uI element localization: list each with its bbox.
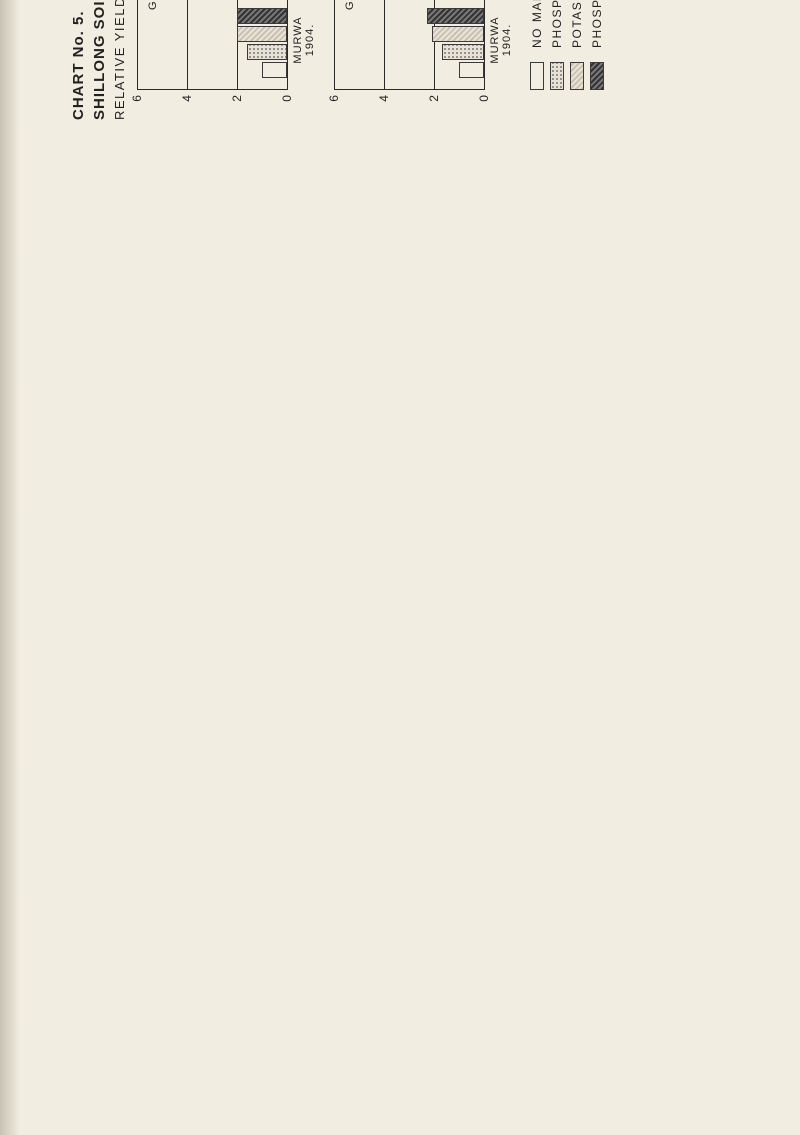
x-category-label: MURWA1904. (489, 0, 513, 85)
bar-pot (237, 26, 287, 42)
figure-sheet: CHART No. 5. SHILLONG SOILS. RELATIVE YI… (70, 0, 604, 120)
legend-swatch (530, 62, 544, 90)
chart-total-crop: 0246G O O D S O I LB A D S O I LMURWA190… (137, 0, 287, 90)
y-tick-label: 6 (327, 95, 341, 102)
page-spine-shadow (0, 0, 20, 1135)
page-background: CHART No. 5. SHILLONG SOILS. RELATIVE YI… (0, 0, 800, 1135)
bar-phos (442, 44, 485, 60)
gridline-h (287, 0, 288, 90)
legend-swatch (550, 62, 564, 90)
legend-swatch (590, 62, 604, 90)
y-tick-label: 4 (180, 95, 194, 102)
legend-label: PHOSPHATE ONLY (550, 0, 564, 48)
gridline-h (384, 0, 385, 90)
chart-location: SHILLONG SOILS. (91, 0, 108, 120)
y-tick-label: 4 (377, 95, 391, 102)
y-tick-label: 2 (427, 95, 441, 102)
legend-row: POTASH ONLY (570, 0, 584, 90)
chart-number: CHART No. 5. (70, 0, 87, 120)
chart-grain: 0246G O O D S O I LB A D S O I LMURWA190… (334, 0, 484, 90)
bar-none (262, 62, 287, 78)
bar-full (427, 8, 485, 24)
legend-label: PHOSPHATE, POTASH AND NITROGEN. (590, 0, 604, 48)
bar-pot (432, 26, 485, 42)
gridline-h (187, 0, 188, 90)
gridline-h (484, 0, 485, 90)
y-tick-label: 6 (130, 95, 144, 102)
legend-swatch (570, 62, 584, 90)
y-tick-label: 2 (230, 95, 244, 102)
legend-label: POTASH ONLY (570, 0, 584, 48)
rotated-figure: CHART No. 5. SHILLONG SOILS. RELATIVE YI… (70, 0, 610, 120)
x-category-label: MURWA1904. (292, 0, 316, 85)
soil-tag-good: G O O D S O I L (344, 0, 356, 40)
legend-row: PHOSPHATE, POTASH AND NITROGEN. (590, 0, 604, 90)
gridline-h (334, 0, 335, 90)
legend-row: NO MANURE. (530, 0, 544, 90)
gridline-v (334, 89, 484, 90)
gridline-v (137, 89, 287, 90)
bar-none (459, 62, 484, 78)
bar-phos (247, 44, 287, 60)
bar-full (237, 8, 287, 24)
gridline-h (137, 0, 138, 90)
legend-row: PHOSPHATE ONLY (550, 0, 564, 90)
legend: NO MANURE. PHOSPHATE ONLY POTASH ONLY PHOSP… (530, 0, 604, 90)
y-tick-label: 0 (280, 95, 294, 102)
soil-tag-good: G O O D S O I L (147, 0, 159, 40)
chart-metric-1: RELATIVE YIELD—TOTAL CROP. (112, 0, 127, 120)
y-tick-label: 0 (477, 95, 491, 102)
legend-label: NO MANURE. (530, 0, 544, 48)
